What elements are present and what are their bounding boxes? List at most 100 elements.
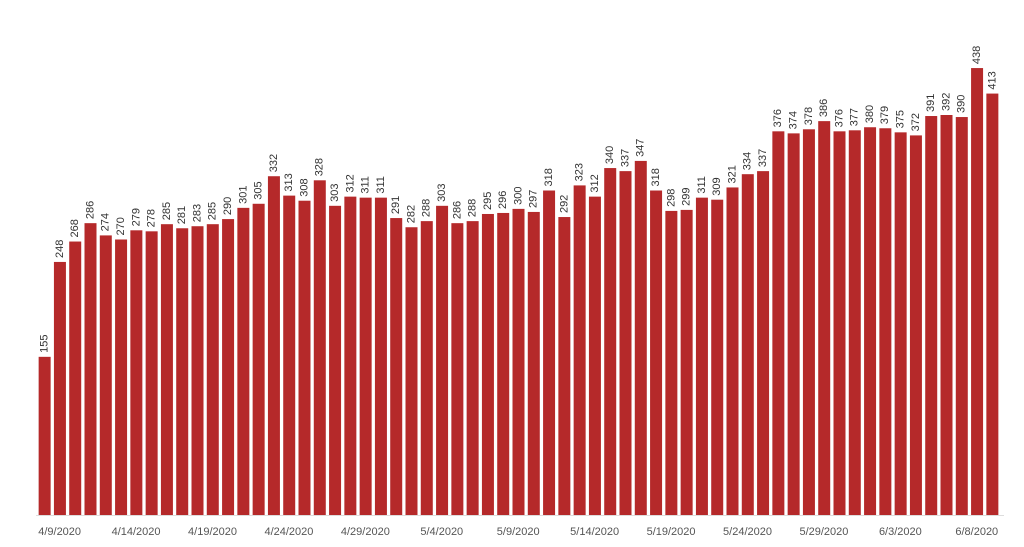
bar <box>634 160 647 515</box>
bar <box>206 224 219 516</box>
bar <box>772 131 785 515</box>
bar <box>588 196 601 515</box>
bar <box>971 68 984 516</box>
x-tick-label: 5/9/2020 <box>497 526 540 538</box>
value-label: 318 <box>650 168 662 186</box>
x-tick-label: 6/3/2020 <box>879 526 922 538</box>
value-label: 340 <box>604 146 616 164</box>
bar <box>558 217 571 515</box>
bar <box>84 223 97 515</box>
x-tick-label: 5/4/2020 <box>420 526 463 538</box>
value-label: 309 <box>711 177 723 195</box>
value-label: 305 <box>253 181 265 199</box>
value-label: 374 <box>788 111 800 129</box>
bar <box>543 190 556 516</box>
value-label: 290 <box>222 197 234 215</box>
bar <box>176 228 189 515</box>
bar <box>986 93 999 516</box>
bar <box>99 235 112 516</box>
bar <box>650 190 663 516</box>
x-tick-label: 4/29/2020 <box>341 526 390 538</box>
bar <box>757 171 770 516</box>
bar <box>38 356 51 515</box>
value-label: 391 <box>925 94 937 112</box>
value-label: 337 <box>619 149 631 167</box>
bar <box>604 168 617 515</box>
x-tick-label: 6/8/2020 <box>955 526 998 538</box>
value-label: 296 <box>497 191 509 209</box>
bar <box>695 197 708 515</box>
x-tick-label: 4/19/2020 <box>188 526 237 538</box>
value-label: 386 <box>818 99 830 117</box>
value-label: 274 <box>100 213 112 231</box>
bar <box>145 231 158 515</box>
bar <box>329 205 342 515</box>
value-label: 301 <box>237 185 249 203</box>
value-label: 308 <box>298 178 310 196</box>
value-label: 321 <box>726 165 738 183</box>
bar <box>130 230 143 515</box>
value-label: 300 <box>512 187 524 205</box>
bar <box>894 132 907 516</box>
bar <box>359 197 372 515</box>
value-label: 377 <box>849 108 861 126</box>
value-label: 380 <box>864 105 876 123</box>
value-label: 282 <box>405 205 417 223</box>
bar <box>466 221 479 516</box>
bar <box>222 219 235 515</box>
value-label: 392 <box>940 93 952 111</box>
bar <box>313 180 326 515</box>
value-label: 303 <box>329 183 341 201</box>
bar <box>374 197 387 515</box>
value-label: 270 <box>115 217 127 235</box>
value-label: 303 <box>436 183 448 201</box>
x-tick-label: 5/29/2020 <box>799 526 848 538</box>
bar <box>115 239 128 515</box>
value-label: 297 <box>528 190 540 208</box>
value-label: 318 <box>543 168 555 186</box>
value-label: 376 <box>772 109 784 127</box>
bar <box>833 131 846 515</box>
bar <box>802 129 815 516</box>
value-label: 390 <box>956 95 968 113</box>
value-label: 291 <box>390 196 402 214</box>
bar <box>191 226 204 515</box>
value-label: 334 <box>742 152 754 170</box>
value-label: 286 <box>451 201 463 219</box>
value-label: 375 <box>895 110 907 128</box>
value-label: 332 <box>268 154 280 172</box>
value-label: 413 <box>986 71 998 89</box>
bar <box>53 261 66 515</box>
bar <box>726 187 739 515</box>
bar <box>848 130 861 515</box>
value-label: 268 <box>69 219 81 237</box>
bar <box>237 207 250 515</box>
value-label: 292 <box>558 195 570 213</box>
bar <box>787 133 800 515</box>
value-label: 313 <box>283 173 295 191</box>
x-tick-label: 5/24/2020 <box>723 526 772 538</box>
value-label: 378 <box>803 107 815 125</box>
value-label: 438 <box>971 46 983 64</box>
bar <box>619 171 632 516</box>
value-label: 311 <box>360 176 372 194</box>
bar <box>69 241 82 515</box>
value-label: 298 <box>665 189 677 207</box>
bar <box>298 200 311 515</box>
value-label: 376 <box>833 109 845 127</box>
bar <box>879 128 892 515</box>
bar <box>481 213 494 515</box>
value-label: 286 <box>84 201 96 219</box>
value-label: 288 <box>421 199 433 217</box>
bar <box>680 209 693 516</box>
bar <box>955 117 968 515</box>
value-label: 379 <box>879 106 891 124</box>
x-tick-label: 4/9/2020 <box>38 526 81 538</box>
x-tick-label: 5/19/2020 <box>647 526 696 538</box>
value-label: 312 <box>589 174 601 192</box>
value-label: 278 <box>146 209 158 227</box>
bar <box>818 121 831 516</box>
bar <box>573 185 586 516</box>
